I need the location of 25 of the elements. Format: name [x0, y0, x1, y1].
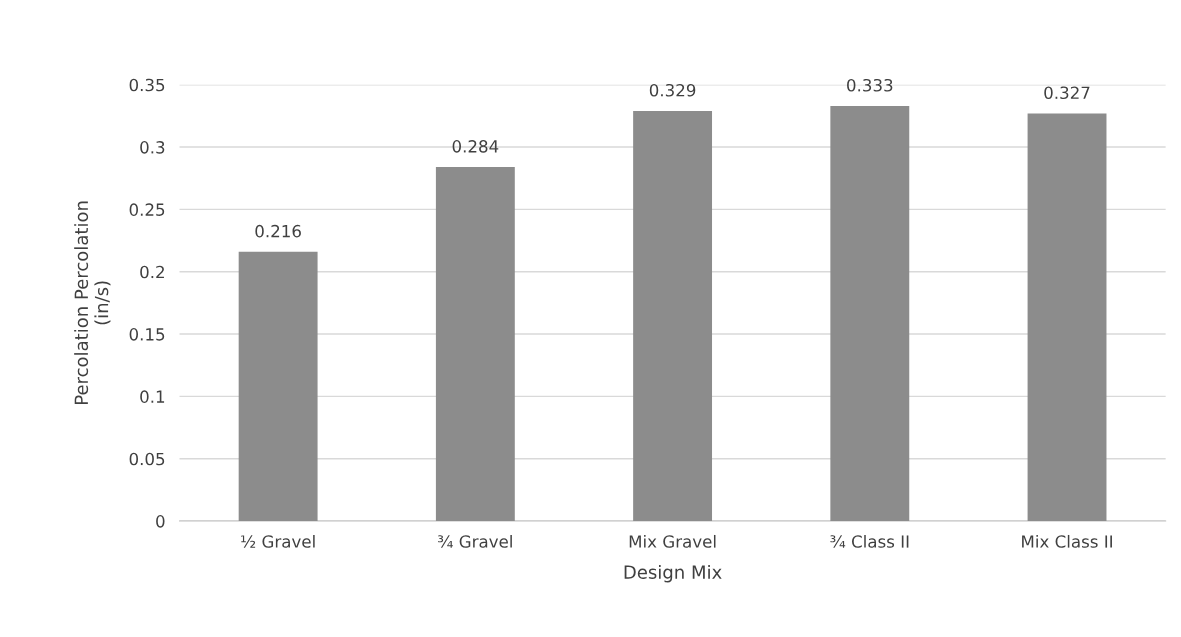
y-axis-title: Percolation Percolation (in/s)	[74, 201, 111, 404]
bar	[238, 251, 318, 522]
bar	[830, 105, 910, 522]
data-label: 0.284	[452, 140, 499, 153]
x-tick-label: ¾ Class II	[830, 534, 909, 548]
y-tick-label: 0.1	[140, 390, 165, 403]
bar	[435, 167, 515, 522]
y-tick-label: 0.3	[140, 141, 165, 154]
x-tick-label: ¾ Gravel	[438, 534, 512, 548]
data-label: 0.327	[1044, 86, 1090, 100]
y-tick-label: 0	[156, 515, 165, 528]
x-axis-title: Design Mix	[624, 564, 722, 583]
data-label: 0.216	[255, 224, 301, 238]
x-tick-label: ½ Gravel	[241, 534, 315, 548]
x-tick-label: Mix Class II	[1022, 534, 1112, 548]
bar	[633, 110, 713, 522]
y-tick-label: 0.2	[140, 265, 164, 279]
y-tick-label: 0.35	[129, 78, 165, 92]
y-tick-label: 0.25	[129, 203, 165, 216]
bar	[1027, 113, 1107, 522]
data-label: 0.329	[649, 83, 696, 97]
y-tick-label: 0.15	[129, 328, 165, 341]
y-tick-label: 0.05	[129, 452, 165, 466]
data-label: 0.333	[847, 78, 893, 92]
x-tick-label: Mix Gravel	[629, 534, 716, 548]
